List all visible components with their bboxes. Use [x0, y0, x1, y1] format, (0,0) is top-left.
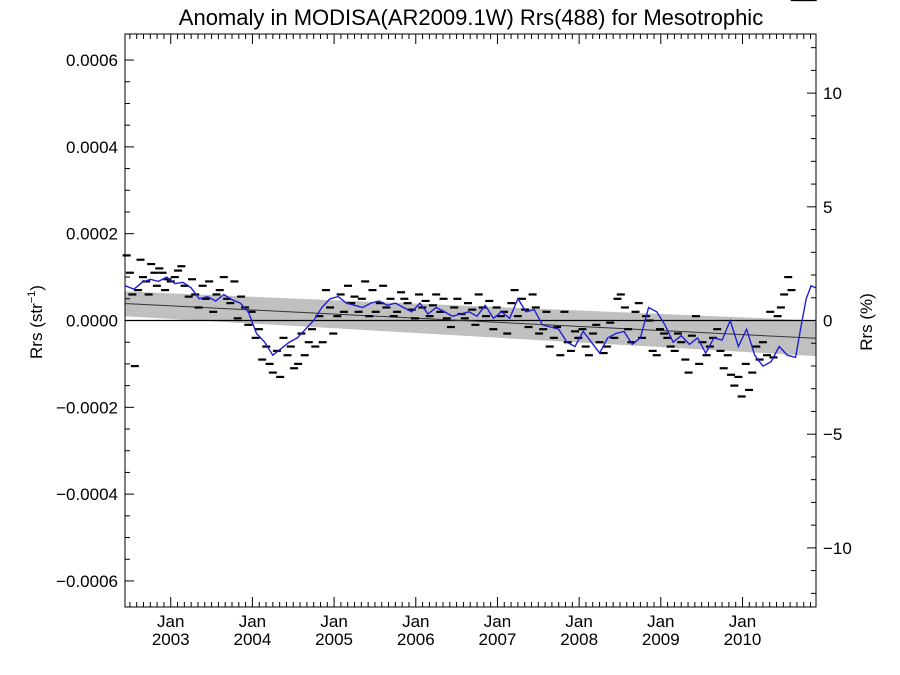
trend-band: [125, 291, 816, 357]
x-tick-month-label: Jan: [484, 612, 511, 631]
x-tick-month-label: Jan: [647, 612, 674, 631]
y2-axis-label: Rrs (%): [857, 293, 876, 351]
axes: 0.0006 0.0004 0.0002 0.0000 −0.0002 −0.0004 −0…: [56, 33, 852, 649]
y-tick-label: 0.0006: [66, 51, 118, 70]
y-axis-label: Rrs (str−1): [26, 285, 46, 359]
x-tick-year-label: 2010: [724, 630, 762, 649]
x-tick-month-label: Jan: [320, 612, 347, 631]
chart-title: Anomaly in MODISA(AR2009.1W) Rrs(488) fo…: [179, 5, 763, 30]
x-tick-month-label: Jan: [239, 612, 266, 631]
running-mean-line: [124, 276, 817, 368]
x-tick-year-label: 2004: [234, 630, 272, 649]
x-tick-year-label: 2006: [397, 630, 435, 649]
y2-tick-label: 5: [823, 198, 832, 217]
y-tick-label: −0.0006: [56, 572, 118, 591]
y-tick-label: 0.0004: [66, 138, 118, 157]
y-axis-label-superscript: −1: [26, 291, 38, 304]
x-tick-month-label: Jan: [729, 612, 756, 631]
y2-tick-label: 10: [823, 84, 842, 103]
x-tick-year-label: 2009: [642, 630, 680, 649]
y-tick-label: −0.0002: [56, 398, 118, 417]
x-tick-month-label: Jan: [402, 612, 429, 631]
y-axis-label-base: Rrs (str: [27, 303, 46, 359]
x-tick-year-label: 2005: [315, 630, 353, 649]
x-tick-year-label: 2008: [560, 630, 598, 649]
y2-tick-label: −10: [823, 539, 852, 558]
x-tick-year-label: 2003: [152, 630, 190, 649]
x-tick-month-label: Jan: [565, 612, 592, 631]
y-axis-label-close: ): [27, 285, 46, 291]
y-tick-label: 0.0002: [66, 225, 118, 244]
x-tick-year-label: 2007: [479, 630, 517, 649]
y-tick-label: 0.0000: [66, 312, 118, 331]
trend-line: [124, 303, 817, 339]
y-tick-label: −0.0004: [56, 485, 118, 504]
y2-tick-label: −5: [823, 425, 842, 444]
x-tick-month-label: Jan: [157, 612, 184, 631]
y2-tick-label: 0: [823, 312, 832, 331]
plot-area: [122, 0, 817, 398]
